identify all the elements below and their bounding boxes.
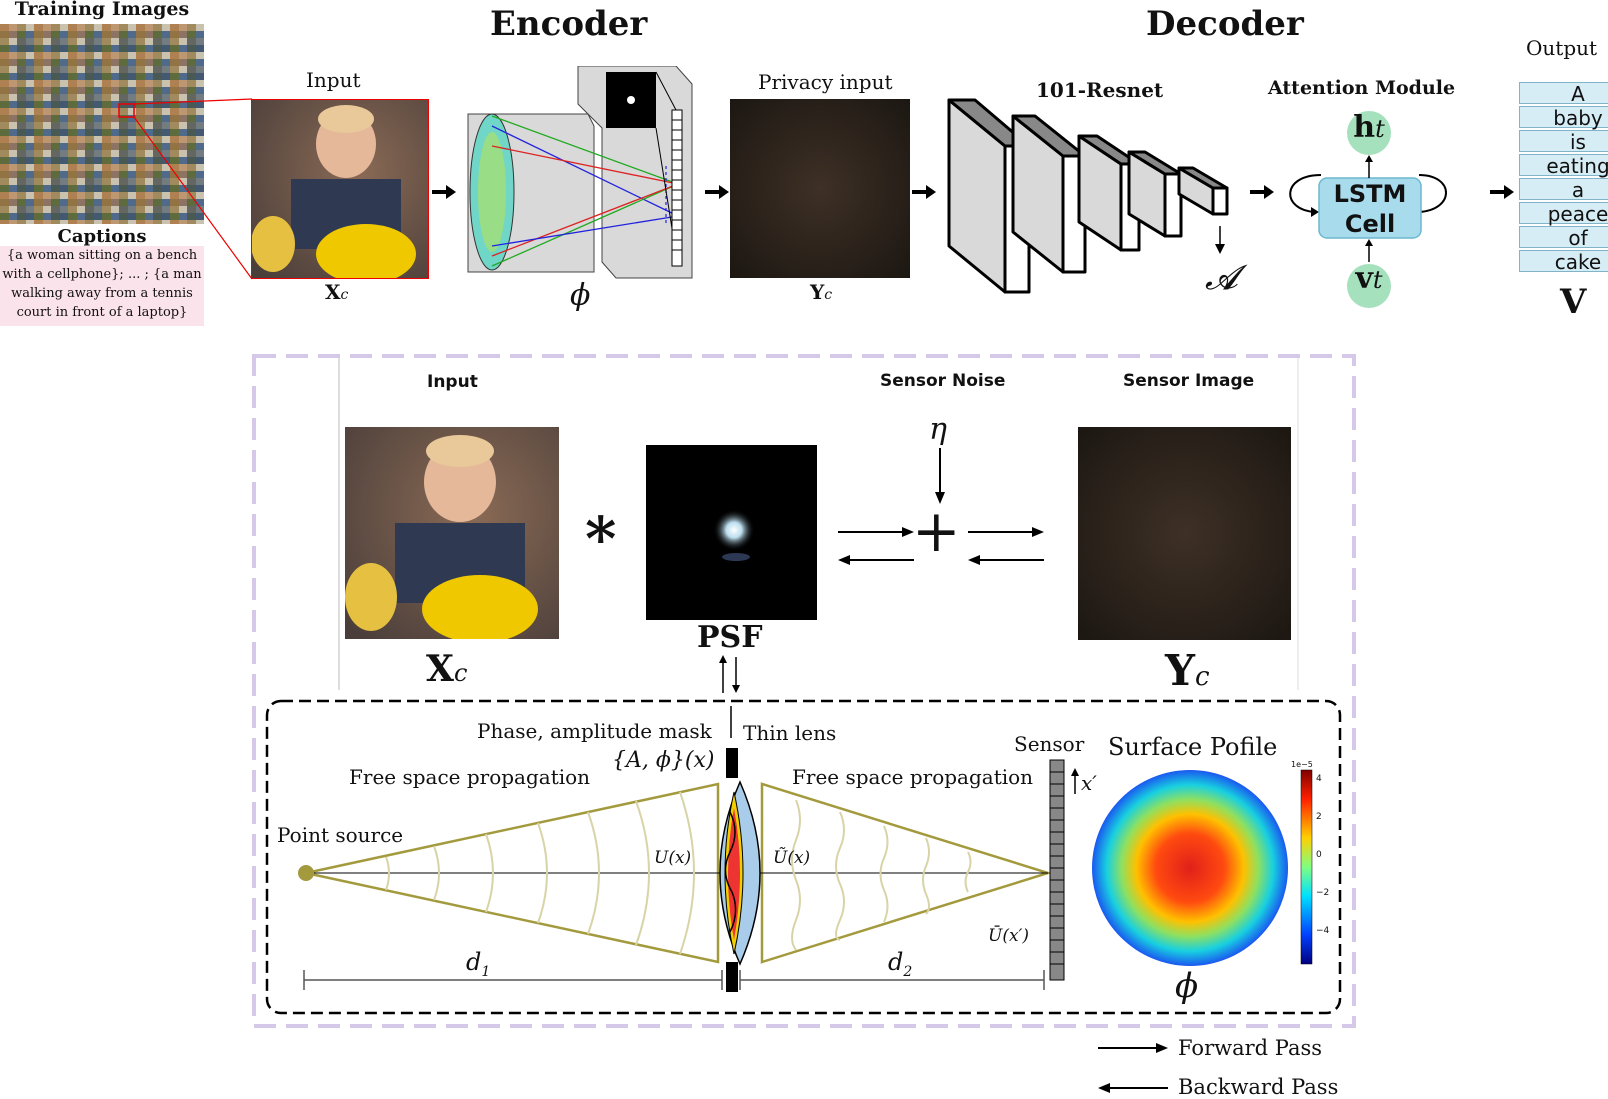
- privacy-symbol: Yc: [810, 280, 833, 304]
- resnet-label: 101-Resnet: [1036, 78, 1164, 102]
- surface-phi-symbol: ϕ: [1175, 966, 1199, 1006]
- psf-updown-arrows: [719, 655, 740, 693]
- privacy-input-label: Privacy input: [758, 70, 893, 94]
- output-word-6: of: [1519, 226, 1608, 249]
- decoder-title: Decoder: [1146, 4, 1304, 44]
- input-image: [251, 99, 429, 279]
- output-word-1: baby: [1519, 106, 1608, 129]
- lstm-line1: LSTM: [1333, 180, 1407, 208]
- bottom-y-symbol: Yc: [1165, 646, 1210, 695]
- u-bar-label: Ū(x′): [988, 926, 1030, 946]
- forward-pass-label: Forward Pass: [1178, 1036, 1323, 1060]
- input-symbol: Xc: [325, 280, 349, 304]
- output-symbol: V: [1560, 282, 1587, 322]
- arrow-attention-to-output: [1490, 185, 1514, 199]
- output-word-2: is: [1519, 130, 1608, 153]
- sum-to-sensor-arrows: [968, 527, 1044, 565]
- x-prime-label: x′: [1081, 771, 1097, 795]
- surface-profile-label: Surface Pofile: [1108, 733, 1278, 761]
- sensor-noise-label: Sensor Noise: [880, 371, 1006, 391]
- colorbar-tick-0: 4: [1316, 774, 1322, 784]
- point-source-label: Point source: [277, 823, 404, 847]
- output-word-0: A: [1519, 82, 1608, 105]
- training-images-label: Training Images: [14, 0, 190, 20]
- resnet-blocks: [947, 98, 1229, 294]
- bottom-x-symbol: Xc: [426, 648, 468, 690]
- mask-formula: {A, ϕ}(x): [612, 748, 715, 773]
- lstm-line2: Cell: [1344, 210, 1396, 238]
- eta-down-arrow: [935, 448, 945, 504]
- sensor-label: Sensor: [1014, 732, 1085, 756]
- output-word-5: peace: [1519, 202, 1608, 225]
- psf-image: [646, 445, 817, 620]
- backward-pass-label: Backward Pass: [1178, 1075, 1339, 1099]
- arrow-privacy-to-resnet: [912, 185, 936, 199]
- colorbar-tick-3: −2: [1316, 888, 1330, 898]
- captions-label: Captions: [57, 226, 147, 247]
- eta-symbol: η: [929, 412, 947, 447]
- arrow-input-to-encoder: [432, 185, 456, 199]
- u-label: U(x): [654, 848, 692, 868]
- thin-lens-label: Thin lens: [743, 721, 837, 745]
- output-word-4: a: [1519, 178, 1608, 201]
- free-space-left-label: Free space propagation: [349, 765, 591, 789]
- arrow-resnet-to-attention: [1250, 185, 1274, 199]
- d1-label: d1: [466, 948, 491, 980]
- colorbar-tick-1: 2: [1316, 812, 1322, 822]
- encoder-phi-symbol: ϕ: [570, 278, 591, 313]
- arrow-encoder-to-privacy: [705, 185, 729, 199]
- output-label: Output: [1526, 36, 1598, 60]
- psf-to-sum-arrows: [838, 527, 914, 565]
- training-images-mosaic: [0, 24, 204, 224]
- colorbar-scale: 1e−5: [1291, 760, 1313, 769]
- encoder-title: Encoder: [490, 4, 648, 44]
- output-word-3: eating: [1519, 154, 1608, 177]
- colorbar-tick-4: −4: [1316, 926, 1330, 936]
- sensor-image-label: Sensor Image: [1123, 371, 1255, 391]
- u-tilde-label: Ũ(x): [773, 848, 811, 868]
- attention-module: [1289, 111, 1447, 308]
- h-t-node: ht: [1353, 110, 1385, 145]
- input-label: Input: [306, 68, 361, 92]
- attention-A-symbol: 𝓐: [1205, 258, 1238, 298]
- sensor-image: [1078, 427, 1291, 640]
- v-t-node: vt: [1355, 261, 1383, 296]
- plus-symbol: +: [912, 497, 961, 565]
- convolution-symbol: ∗: [580, 493, 622, 563]
- mask-label: Phase, amplitude mask: [477, 719, 712, 743]
- bottom-input-label: Input: [427, 372, 478, 392]
- bottom-input-image: [345, 427, 559, 639]
- psf-label: PSF: [697, 620, 763, 655]
- free-space-right-label: Free space propagation: [792, 765, 1034, 789]
- zoom-lines: [133, 98, 253, 280]
- encoder-optics: [467, 66, 693, 279]
- captions-text: {a woman sitting on a bench with a cellp…: [0, 246, 204, 326]
- colorbar-tick-2: 0: [1316, 850, 1322, 860]
- attention-label: Attention Module: [1268, 77, 1456, 99]
- privacy-input-image: [730, 99, 910, 278]
- output-word-7: cake: [1519, 250, 1608, 273]
- d2-label: d2: [888, 948, 913, 980]
